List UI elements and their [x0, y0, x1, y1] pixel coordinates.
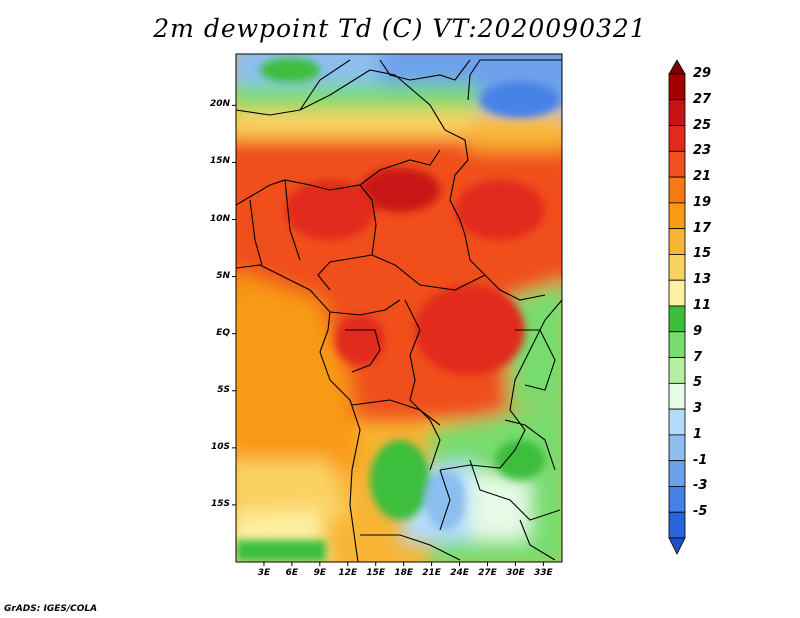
- colorbar-swatch: [668, 279, 686, 307]
- colorbar-label: 25: [693, 117, 712, 133]
- lon-label: 24E: [450, 568, 469, 578]
- colorbar-label: 9: [693, 323, 703, 339]
- lat-label: 10N: [209, 213, 230, 224]
- lon-label: 9E: [313, 568, 327, 578]
- lon-label: 27E: [478, 568, 497, 578]
- colorbar-swatch: [668, 434, 686, 462]
- colorbar: [668, 59, 686, 555]
- country-borders: [236, 59, 562, 562]
- lon-label: 12E: [338, 568, 358, 578]
- colorbar-label: -3: [693, 478, 708, 494]
- lat-label: 15S: [210, 498, 230, 509]
- colorbar-label: 17: [693, 220, 712, 236]
- colorbar-swatch: [668, 202, 686, 230]
- colorbar-swatch: [668, 228, 686, 255]
- grads-credit: GrADS: IGES/COLA: [4, 604, 98, 614]
- colorbar-label: 21: [693, 169, 712, 185]
- dewpoint-field: [236, 54, 562, 562]
- colorbar-swatch: [668, 408, 686, 436]
- axis-ticks: [232, 104, 544, 566]
- colorbar-swatch: [668, 150, 686, 178]
- colorbar-swatch: [668, 382, 686, 410]
- colorbar-label: 15: [693, 246, 712, 262]
- colorbar-swatch: [668, 99, 686, 126]
- colorbar-label: 13: [693, 272, 712, 288]
- colorbar-label: 11: [693, 298, 712, 313]
- colorbar-swatch: [668, 176, 686, 204]
- lon-label: 33E: [534, 568, 553, 578]
- lat-label: 5S: [217, 384, 230, 395]
- colorbar-swatch: [668, 73, 686, 101]
- colorbar-swatch: [668, 460, 686, 487]
- colorbar-swatch: [668, 331, 686, 358]
- colorbar-swatch: [668, 511, 686, 539]
- lon-label: 18E: [394, 568, 413, 578]
- lat-label: 5N: [216, 270, 230, 281]
- colorbar-label: 19: [693, 194, 712, 210]
- colorbar-label: 27: [693, 91, 712, 107]
- lon-label: 6E: [285, 568, 299, 578]
- colorbar-swatch: [668, 486, 686, 513]
- colorbar-swatch: [668, 305, 686, 333]
- map-frame: [235, 53, 563, 563]
- lat-label: 10S: [210, 441, 230, 452]
- lat-label: EQ: [216, 327, 230, 338]
- colorbar-label: 29: [693, 66, 712, 81]
- lat-label: 20N: [209, 99, 230, 110]
- lon-label: 3E: [257, 568, 271, 578]
- colorbar-label: 7: [693, 349, 703, 365]
- colorbar-high-arrow: [668, 59, 686, 75]
- colorbar-swatch: [668, 357, 686, 384]
- lon-label: 30E: [506, 568, 525, 578]
- colorbar-label: 1: [693, 426, 703, 442]
- colorbar-low-arrow: [668, 537, 686, 555]
- lon-label: 15E: [366, 568, 386, 578]
- colorbar-swatch: [668, 125, 686, 152]
- colorbar-label: 23: [693, 143, 712, 159]
- colorbar-label: -5: [693, 504, 708, 520]
- lon-label: 21E: [422, 568, 441, 578]
- colorbar-label: 5: [693, 375, 703, 391]
- colorbar-label: 3: [693, 401, 703, 417]
- colorbar-swatch: [668, 254, 686, 281]
- map-title: 2m dewpoint Td (C) VT:2020090321: [153, 14, 647, 43]
- colorbar-label: -1: [693, 452, 708, 468]
- lat-label: 15N: [209, 156, 230, 167]
